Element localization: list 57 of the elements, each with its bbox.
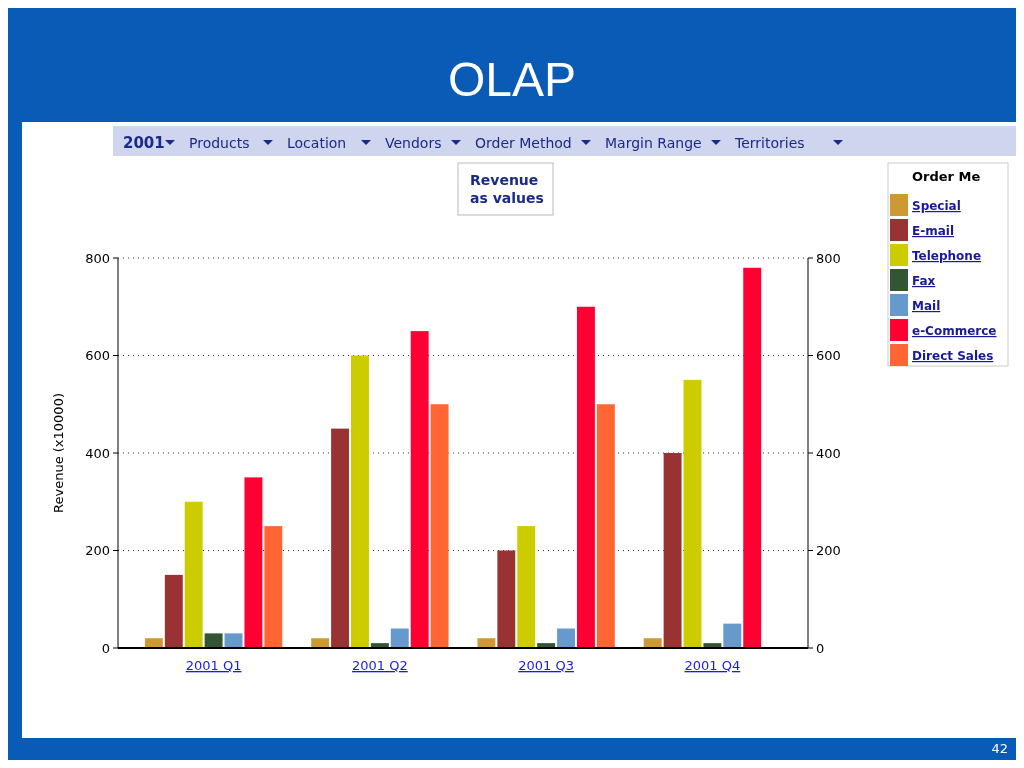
legend-label: Direct Sales [912, 349, 994, 363]
legend-label: Telephone [912, 249, 982, 263]
text: Vendors [385, 135, 442, 151]
bar [517, 526, 536, 648]
chart-title: OLAP [447, 53, 577, 106]
bar [264, 526, 283, 648]
text: 42 [991, 741, 1008, 756]
bar [557, 628, 575, 648]
legend-label: Fax [912, 274, 936, 288]
legend-title: Order Me [912, 169, 981, 184]
x-tick-label: 2001 Q3 [518, 658, 574, 673]
legend-label: E-mail [912, 224, 955, 238]
bar [224, 633, 243, 648]
bar [723, 623, 742, 648]
bar [643, 638, 662, 648]
bar [430, 404, 449, 648]
y-tick-label: 200 [85, 543, 110, 559]
bar [331, 428, 350, 648]
y-tick-label: 600 [85, 348, 110, 364]
bar [410, 331, 429, 648]
bar [204, 633, 223, 648]
bar [497, 550, 516, 648]
y2-tick-label: 0 [816, 640, 825, 656]
y-tick-label: 800 [85, 250, 110, 266]
text: Territories [734, 135, 805, 151]
bar [596, 404, 615, 648]
bar [164, 574, 183, 648]
text: Revenue as values [470, 172, 544, 206]
bar [184, 501, 203, 648]
y2-tick-label: 400 [816, 445, 841, 461]
text: Margin Range [605, 135, 702, 151]
bar [743, 267, 762, 648]
bar [576, 306, 595, 648]
y-tick-label: 400 [85, 445, 110, 461]
bar [663, 453, 682, 648]
y2-tick-label: 200 [816, 543, 841, 559]
y2-tick-label: 600 [816, 348, 841, 364]
text: 2001 [123, 134, 165, 152]
y-tick-label: 0 [101, 640, 110, 656]
legend-label: Mail [912, 299, 941, 313]
x-tick-label: 2001 Q2 [352, 658, 408, 673]
bar [244, 477, 263, 648]
bar [477, 638, 496, 648]
y2-tick-label: 800 [816, 250, 841, 266]
bar [390, 628, 409, 648]
bar [683, 379, 702, 648]
x-tick-label: 2001 Q4 [684, 658, 741, 673]
x-tick-label: 2001 Q1 [185, 658, 242, 673]
text: Products [189, 135, 250, 151]
bar [351, 355, 369, 648]
text: Location [287, 135, 347, 151]
y-axis-title: Revenue (x10000) [51, 393, 66, 513]
text: Order Method [475, 135, 572, 151]
bar [144, 638, 163, 648]
legend-label: e-Commerce [912, 324, 997, 338]
bar [311, 638, 330, 648]
legend-label: Special [912, 199, 961, 213]
